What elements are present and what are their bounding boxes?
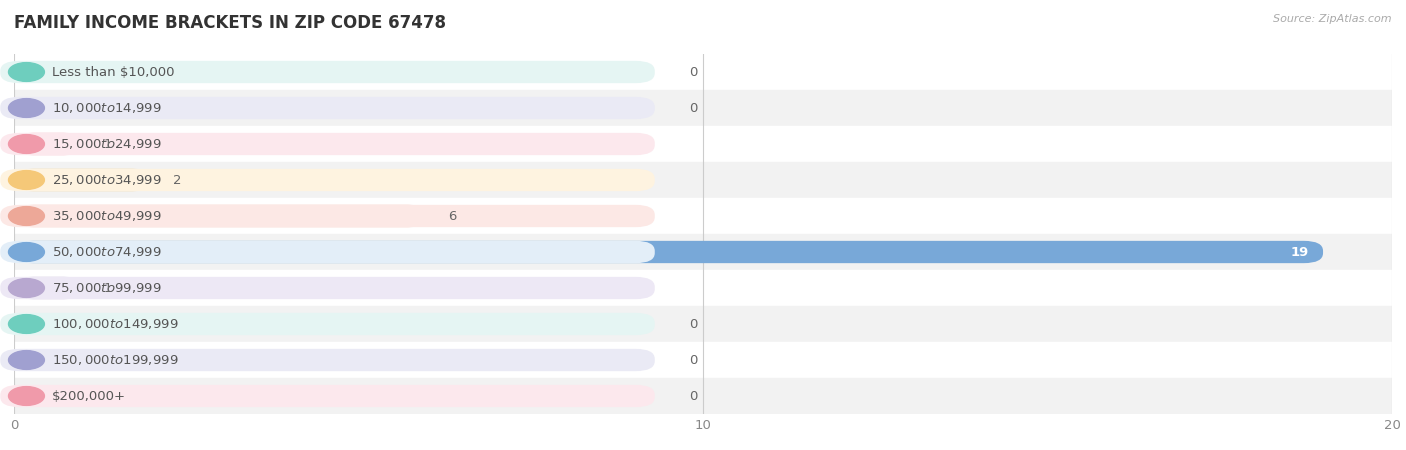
FancyBboxPatch shape bbox=[14, 169, 152, 191]
Text: $100,000 to $149,999: $100,000 to $149,999 bbox=[52, 317, 179, 331]
Circle shape bbox=[8, 135, 45, 153]
FancyBboxPatch shape bbox=[0, 277, 655, 299]
Text: $75,000 to $99,999: $75,000 to $99,999 bbox=[52, 281, 162, 295]
Text: $25,000 to $34,999: $25,000 to $34,999 bbox=[52, 173, 162, 187]
Text: $35,000 to $49,999: $35,000 to $49,999 bbox=[52, 209, 162, 223]
Text: $10,000 to $14,999: $10,000 to $14,999 bbox=[52, 101, 162, 115]
Text: 1: 1 bbox=[104, 138, 112, 150]
FancyBboxPatch shape bbox=[14, 133, 83, 155]
Circle shape bbox=[8, 351, 45, 369]
Circle shape bbox=[8, 171, 45, 189]
Text: 2: 2 bbox=[173, 174, 181, 186]
Text: 0: 0 bbox=[689, 66, 697, 78]
FancyBboxPatch shape bbox=[0, 133, 655, 155]
Bar bbox=[14, 234, 1392, 270]
Text: Less than $10,000: Less than $10,000 bbox=[52, 66, 174, 78]
Circle shape bbox=[8, 243, 45, 261]
Text: FAMILY INCOME BRACKETS IN ZIP CODE 67478: FAMILY INCOME BRACKETS IN ZIP CODE 67478 bbox=[14, 14, 446, 32]
Circle shape bbox=[8, 99, 45, 117]
FancyBboxPatch shape bbox=[0, 205, 655, 227]
FancyBboxPatch shape bbox=[0, 97, 655, 119]
Text: 0: 0 bbox=[689, 318, 697, 330]
Text: $50,000 to $74,999: $50,000 to $74,999 bbox=[52, 245, 162, 259]
Text: $150,000 to $199,999: $150,000 to $199,999 bbox=[52, 353, 179, 367]
Bar bbox=[14, 54, 1392, 90]
Text: $15,000 to $24,999: $15,000 to $24,999 bbox=[52, 137, 162, 151]
FancyBboxPatch shape bbox=[0, 313, 655, 335]
Bar bbox=[14, 306, 1392, 342]
FancyBboxPatch shape bbox=[0, 385, 655, 407]
Text: 1: 1 bbox=[104, 282, 112, 294]
Text: 0: 0 bbox=[689, 354, 697, 366]
FancyBboxPatch shape bbox=[14, 277, 83, 299]
FancyBboxPatch shape bbox=[14, 205, 427, 227]
Circle shape bbox=[8, 207, 45, 225]
FancyBboxPatch shape bbox=[0, 169, 655, 191]
Text: 6: 6 bbox=[449, 210, 457, 222]
Bar bbox=[14, 198, 1392, 234]
FancyBboxPatch shape bbox=[0, 241, 655, 263]
Circle shape bbox=[8, 315, 45, 333]
Bar bbox=[14, 378, 1392, 414]
Text: 0: 0 bbox=[689, 390, 697, 402]
Circle shape bbox=[8, 279, 45, 297]
Text: $200,000+: $200,000+ bbox=[52, 390, 127, 402]
FancyBboxPatch shape bbox=[0, 61, 655, 83]
Bar bbox=[14, 90, 1392, 126]
Bar bbox=[14, 342, 1392, 378]
FancyBboxPatch shape bbox=[14, 241, 1323, 263]
Text: 0: 0 bbox=[689, 102, 697, 114]
Bar bbox=[14, 270, 1392, 306]
Bar bbox=[14, 126, 1392, 162]
Text: 19: 19 bbox=[1291, 246, 1309, 258]
Circle shape bbox=[8, 387, 45, 405]
Text: Source: ZipAtlas.com: Source: ZipAtlas.com bbox=[1274, 14, 1392, 23]
Bar bbox=[14, 162, 1392, 198]
Circle shape bbox=[8, 63, 45, 81]
FancyBboxPatch shape bbox=[0, 349, 655, 371]
